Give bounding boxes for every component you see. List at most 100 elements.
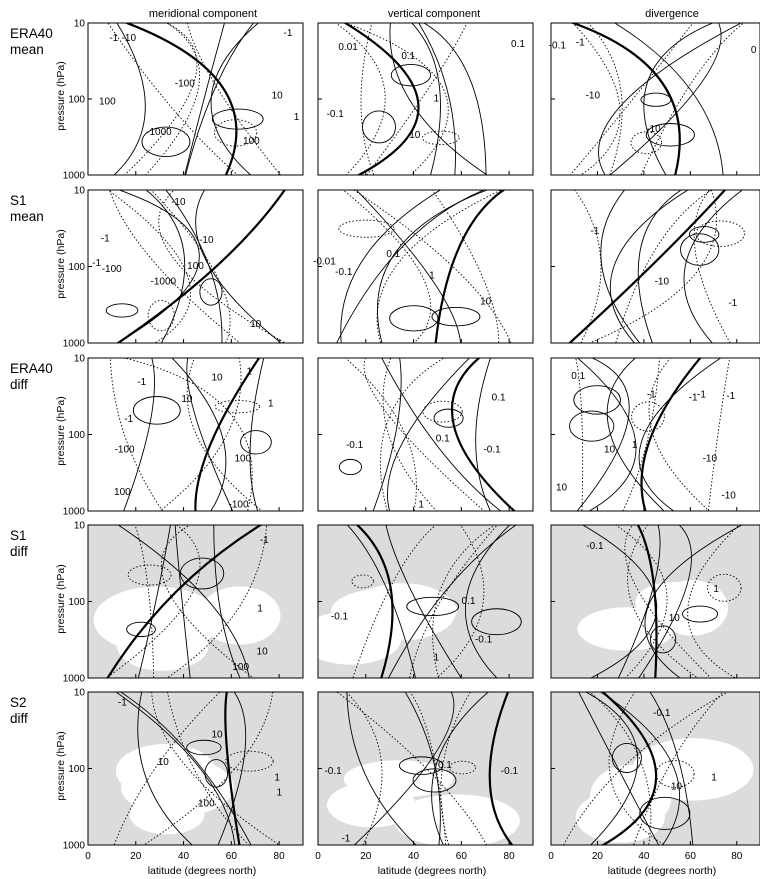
contour-label: 1 (277, 788, 283, 799)
negative-contour (363, 358, 485, 511)
positive-contour (213, 525, 241, 678)
contour-label: -100 (115, 444, 135, 455)
panel-s1-diff-divergence: -0.1 10 1 (550, 524, 760, 679)
contour-label: -0.1 (501, 766, 519, 777)
row-label-era40-mean-line2: mean (10, 42, 44, 57)
positive-contour (185, 23, 255, 175)
closed-contour (225, 750, 274, 772)
negative-contour (334, 23, 386, 175)
closed-contour (406, 596, 460, 617)
contour-label: -1 (341, 834, 350, 845)
y-tick-label: 100 (68, 262, 85, 273)
contour-lines (327, 692, 520, 845)
unshaded-region (632, 738, 754, 801)
negative-contour (633, 692, 724, 845)
y-tick-label: 1000 (63, 841, 86, 852)
contour-label: 1 (294, 112, 300, 123)
contour-label: -10 (703, 454, 718, 465)
contour-lines (568, 190, 745, 343)
row-label-s1-diff-line2: diff (10, 544, 28, 559)
negative-contour (563, 692, 729, 845)
contour-label: -1000 (146, 127, 172, 138)
negative-contour (342, 190, 432, 343)
positive-contour (609, 23, 722, 175)
negative-contour (588, 190, 718, 343)
contour-label: -1000 (151, 276, 177, 287)
contour-label: 1 (257, 604, 263, 615)
x-axis-label-col2: latitude (degrees north) (378, 865, 487, 877)
x-tick-label: 60 (685, 851, 697, 862)
contour-lines (569, 358, 731, 511)
negative-contour (360, 23, 375, 175)
closed-contour (147, 299, 175, 332)
closed-contour (126, 621, 156, 638)
panel-background (318, 23, 533, 175)
closed-contour (569, 410, 615, 442)
contour-label: 1 (268, 399, 274, 410)
contour-label: 0.1 (462, 596, 476, 607)
positive-contour (609, 190, 689, 343)
zero-contour (355, 525, 394, 678)
contour-label: -1 (260, 535, 269, 546)
contour-lines (334, 23, 488, 175)
negative-contour (144, 23, 200, 175)
positive-contour (404, 692, 441, 845)
closed-contour (640, 92, 672, 107)
row-label-era40-diff-line1: ERA40 (10, 361, 53, 376)
negative-contour (107, 190, 191, 343)
positive-contour (578, 692, 660, 845)
positive-contour (184, 23, 225, 175)
negative-contour (379, 358, 446, 511)
contour-label: -1 (726, 391, 735, 402)
negative-contour (150, 190, 231, 343)
negative-contour (693, 190, 731, 343)
closed-contour (338, 458, 363, 476)
contour-label: -0.1 (331, 611, 349, 622)
contour-lines (336, 190, 512, 343)
y-axis-label-row4: pressure (hPa) (55, 564, 67, 633)
negative-contour (151, 692, 281, 845)
unshaded-region (199, 586, 281, 645)
contour-label: -10 (655, 276, 670, 287)
x-tick-label: 40 (408, 851, 420, 862)
row-label-s2-diff-line1: S2 (10, 695, 27, 710)
contour-label: 1 (247, 366, 253, 377)
panel-grid: -1 -10 -1-100100-10001011001010010000.010.… (63, 19, 760, 862)
positive-contour (249, 358, 265, 511)
x-tick-label: 0 (315, 851, 321, 862)
zero-contour (434, 190, 506, 343)
negative-contour (167, 692, 250, 845)
contour-label: 1 (711, 772, 717, 783)
negative-contour (382, 358, 438, 511)
row-label-s1-diff-line1: S1 (10, 528, 27, 543)
x-tick-label: 80 (274, 851, 286, 862)
positive-contour (638, 525, 692, 678)
closed-contour (707, 573, 742, 602)
closed-contour (688, 226, 720, 243)
negative-contour (109, 358, 164, 511)
closed-contour (240, 430, 272, 455)
contour-label: 1 (434, 94, 440, 105)
contour-label: 0.1 (511, 39, 525, 50)
contour-label: -1 (697, 389, 706, 400)
contour-label: -1 (118, 697, 127, 708)
y-axis-label-row3: pressure (hPa) (55, 396, 67, 465)
positive-contour (116, 190, 200, 343)
y-tick-label: 10 (74, 19, 86, 30)
contour-label: 100 (243, 136, 260, 147)
panel-background (318, 358, 533, 511)
positive-contour (576, 358, 630, 511)
contour-label: -0.1 (346, 440, 364, 451)
closed-contour (186, 739, 222, 756)
contour-label: 0.1 (438, 760, 452, 771)
y-tick-label: 10 (74, 186, 86, 197)
contour-label: 0.1 (401, 51, 415, 62)
negative-contour (569, 23, 694, 175)
positive-contour (355, 190, 461, 343)
column-title-meridional: meridional component (149, 8, 257, 20)
closed-contour (471, 608, 522, 636)
contour-label: 10 (257, 647, 269, 658)
positive-contour (649, 692, 694, 845)
x-axis-label-col3: latitude (degrees north) (608, 865, 717, 877)
positive-contour (638, 358, 722, 511)
